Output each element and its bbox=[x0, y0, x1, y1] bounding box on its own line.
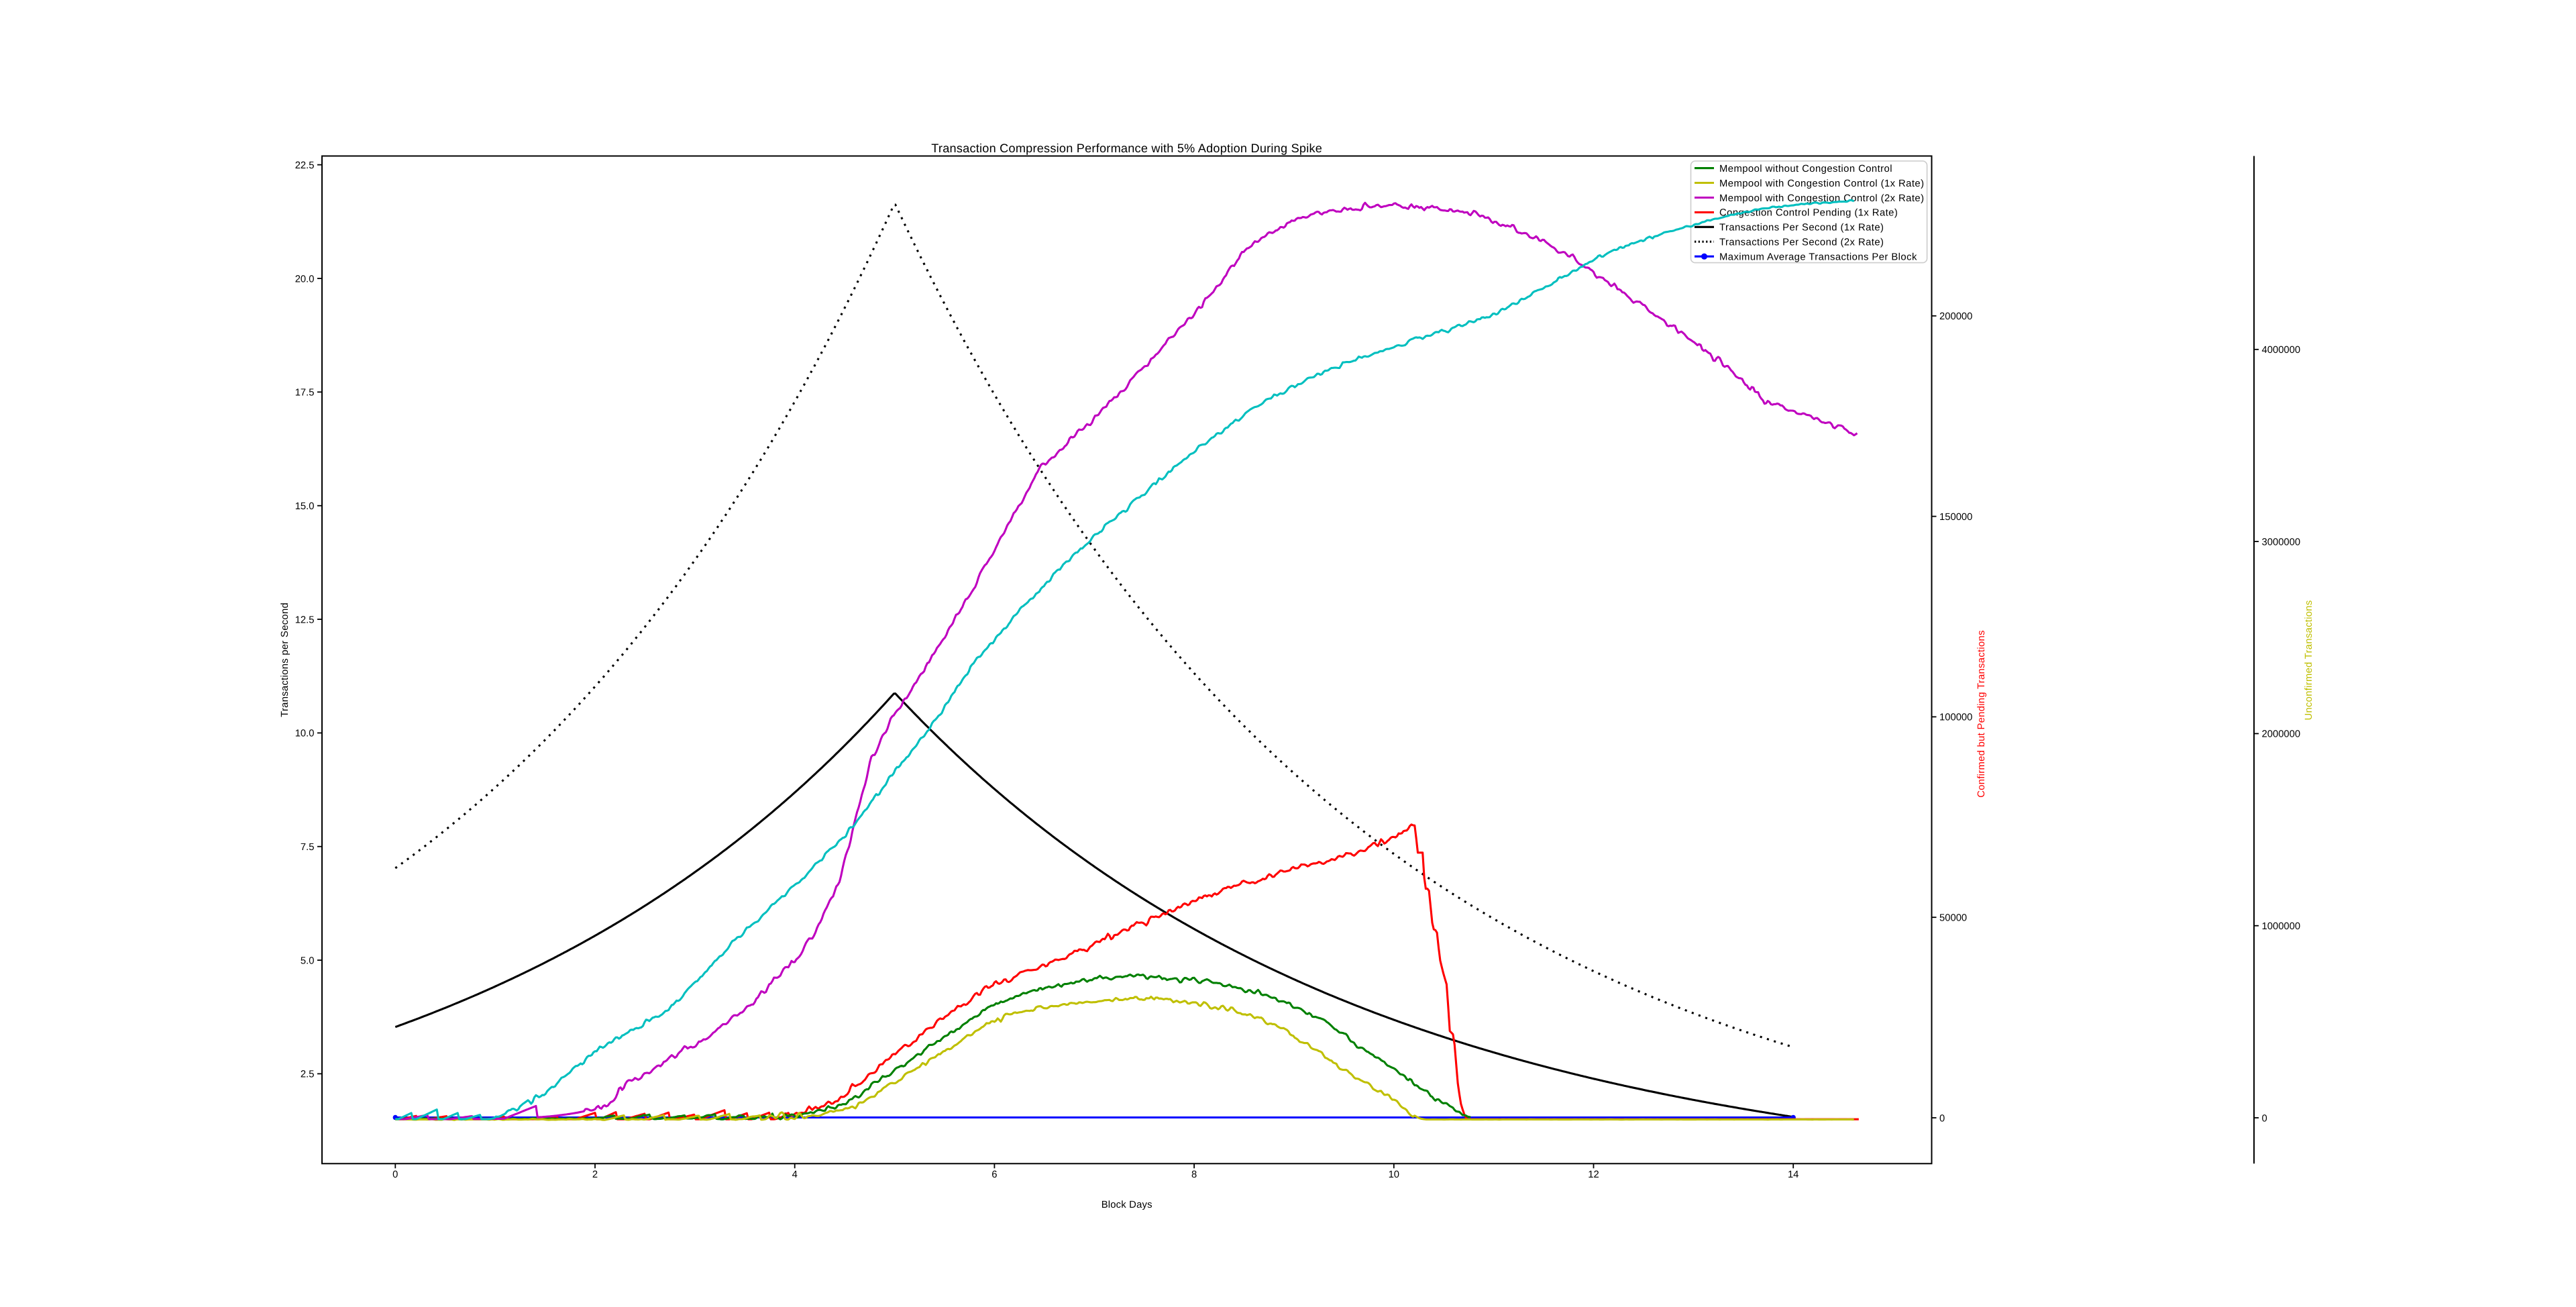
svg-text:Maximum Average Transactions P: Maximum Average Transactions Per Block bbox=[1719, 252, 1917, 263]
svg-text:Transactions Per Second (1x Ra: Transactions Per Second (1x Rate) bbox=[1719, 223, 1884, 233]
svg-text:8: 8 bbox=[1191, 1169, 1197, 1180]
svg-text:Mempool with Congestion Contro: Mempool with Congestion Control (2x Rate… bbox=[1719, 193, 1924, 204]
svg-text:12.5: 12.5 bbox=[295, 615, 315, 625]
svg-text:200000: 200000 bbox=[1939, 311, 1972, 322]
svg-text:Confirmed but Pending Transact: Confirmed but Pending Transactions bbox=[1976, 630, 1987, 798]
svg-text:4: 4 bbox=[792, 1169, 798, 1180]
svg-text:22.5: 22.5 bbox=[295, 160, 315, 171]
svg-text:2000000: 2000000 bbox=[2262, 729, 2301, 740]
svg-text:Mempool with Congestion Contro: Mempool with Congestion Control (1x Rate… bbox=[1719, 178, 1924, 189]
svg-text:3000000: 3000000 bbox=[2262, 537, 2301, 547]
svg-text:150000: 150000 bbox=[1939, 512, 1972, 523]
svg-text:12: 12 bbox=[1588, 1169, 1599, 1180]
svg-text:14: 14 bbox=[1788, 1169, 1799, 1180]
svg-text:10: 10 bbox=[1389, 1169, 1399, 1180]
svg-text:5.0: 5.0 bbox=[301, 955, 315, 966]
svg-text:2: 2 bbox=[592, 1169, 598, 1180]
svg-text:10.0: 10.0 bbox=[295, 729, 315, 739]
svg-text:4000000: 4000000 bbox=[2262, 345, 2301, 356]
svg-text:2.5: 2.5 bbox=[301, 1069, 315, 1080]
svg-text:100000: 100000 bbox=[1939, 713, 1972, 723]
svg-text:50000: 50000 bbox=[1939, 913, 1967, 924]
svg-text:6: 6 bbox=[991, 1169, 997, 1180]
svg-text:15.0: 15.0 bbox=[295, 501, 315, 512]
svg-text:7.5: 7.5 bbox=[301, 842, 315, 853]
svg-text:Block Days: Block Days bbox=[1102, 1200, 1152, 1210]
svg-text:Congestion Control Pending (1x: Congestion Control Pending (1x Rate) bbox=[1719, 208, 1898, 219]
svg-text:Unconfirmed Transactions: Unconfirmed Transactions bbox=[2304, 600, 2314, 720]
svg-text:0: 0 bbox=[1939, 1113, 1945, 1124]
svg-text:Transactions per Second: Transactions per Second bbox=[280, 603, 290, 717]
svg-text:1000000: 1000000 bbox=[2262, 921, 2301, 932]
svg-text:Transaction Compression Perfor: Transaction Compression Performance with… bbox=[931, 142, 1322, 155]
svg-text:17.5: 17.5 bbox=[295, 388, 315, 399]
svg-text:0: 0 bbox=[392, 1169, 398, 1180]
svg-text:Transactions Per Second (2x Ra: Transactions Per Second (2x Rate) bbox=[1719, 238, 1884, 248]
svg-text:0: 0 bbox=[2262, 1113, 2267, 1124]
svg-text:Mempool without Congestion Con: Mempool without Congestion Control bbox=[1719, 164, 1892, 174]
svg-text:20.0: 20.0 bbox=[295, 274, 315, 284]
